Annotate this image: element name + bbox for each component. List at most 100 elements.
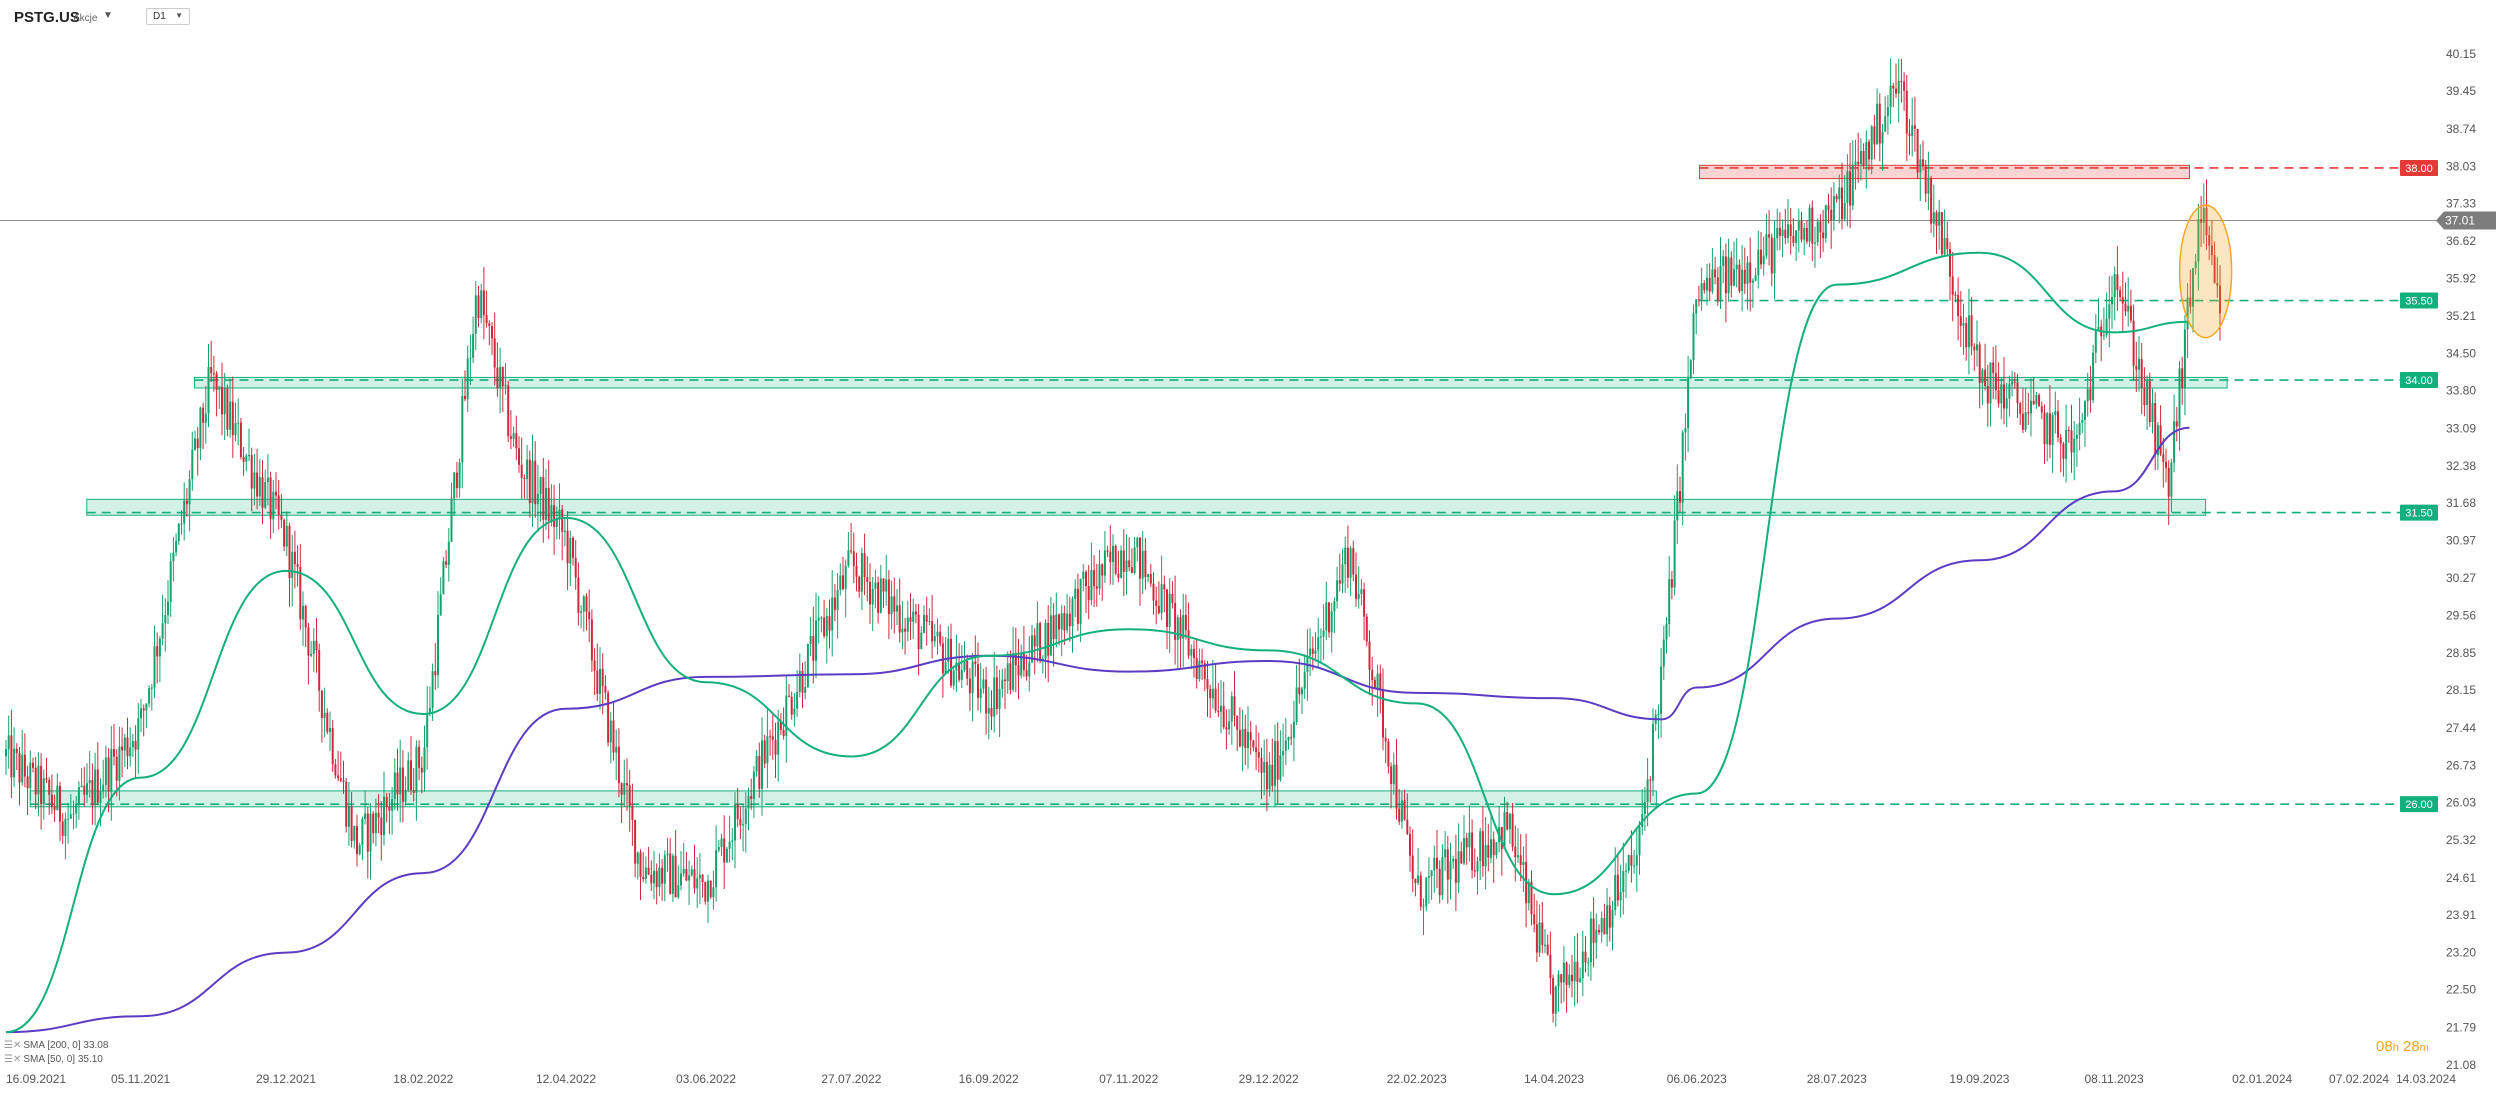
candle [1444,830,1447,871]
candle [437,591,439,689]
candle [2073,421,2076,481]
candle-body [1012,653,1015,690]
candle-body [890,596,893,615]
candle-body [723,838,726,863]
candle-body [410,760,412,790]
candle [1533,893,1536,933]
legend-item-sma200[interactable]: ☰✕ SMA [200, 0] 33.08 [4,1040,108,1051]
candle-body [950,638,952,686]
candle [1128,537,1131,572]
candle-body [2159,425,2162,455]
candle [2105,292,2108,338]
candle [126,717,129,770]
candle-body [793,708,796,715]
candle [131,733,134,758]
candle-body [1962,323,1965,326]
candle [2167,460,2170,526]
candle [1044,619,1047,679]
candle [1357,566,1360,609]
candle [253,453,256,506]
candle [855,552,858,592]
candle-body [1608,905,1611,928]
candle-body [1379,673,1382,690]
price-tick-label: 32.38 [2446,459,2476,473]
candle-body [1754,275,1757,281]
candle [77,781,80,820]
candle [1465,832,1468,865]
candle [2124,282,2127,317]
candle-body [1749,262,1752,283]
candle-body [207,367,210,414]
candle [1965,317,1968,361]
candle-body [580,611,583,613]
candle [185,487,188,517]
candle-body [1719,265,1722,302]
candle-body [1724,256,1727,294]
symbol-dropdown-icon[interactable]: ▼ [103,10,113,21]
candle-body [982,679,985,689]
candle [1916,128,1919,179]
candle [1441,844,1444,900]
candle [1784,208,1787,245]
candle [534,441,537,518]
candle [320,689,323,743]
timeframe-select[interactable]: D1 ▼ [146,8,190,25]
candle [1417,848,1420,886]
candle [1336,566,1339,609]
candle [1031,624,1033,664]
candle [1330,602,1333,653]
candle [1662,625,1665,680]
candle-body [701,874,704,882]
candle-body [923,615,925,633]
candle-body [512,433,515,439]
symbol-label[interactable]: PSTG.US [14,9,80,26]
candle [763,734,766,768]
candle [547,459,550,540]
candle [604,675,607,700]
candle [1319,628,1322,663]
price-axis [2440,0,2506,1093]
candle [1492,831,1495,883]
candle [250,447,253,512]
candle-body [2024,412,2027,430]
candle-body [218,386,221,390]
candle-body [110,749,113,792]
candle [1992,346,1995,400]
candle [266,454,269,506]
legend-item-sma50[interactable]: ☰✕ SMA [50, 0] 35.10 [4,1054,103,1065]
candle [1454,834,1457,911]
candle [893,577,896,634]
candle-body [1079,578,1082,624]
candle-body [1557,974,1560,987]
candle [1414,878,1417,897]
candle-body [666,853,669,856]
candle-body [1989,362,1992,404]
candle [137,703,140,774]
candle-body [1098,564,1101,589]
candle [777,709,780,782]
price-tick-label: 34.50 [2446,347,2476,361]
candle [29,750,32,801]
date-tick-label: 03.06.2022 [676,1072,736,1086]
date-tick-label: 02.01.2024 [2232,1072,2292,1086]
candle [1036,601,1039,663]
candle-body [1630,855,1633,866]
candle-body [113,749,115,757]
candle [796,670,799,717]
candle-body [2046,413,2049,445]
candle-body [650,874,653,884]
candle [1484,817,1487,890]
candle-body [874,582,877,589]
candle-body [172,552,175,562]
candle-body [1346,547,1349,578]
candle [2000,377,2003,420]
candle-body [1228,721,1231,730]
candle [704,881,707,905]
candle-body [2032,400,2035,405]
candle-body [134,741,137,750]
candle [1778,212,1781,251]
candle-body [1031,635,1033,663]
candle-body [148,688,151,704]
candle [1446,835,1449,904]
